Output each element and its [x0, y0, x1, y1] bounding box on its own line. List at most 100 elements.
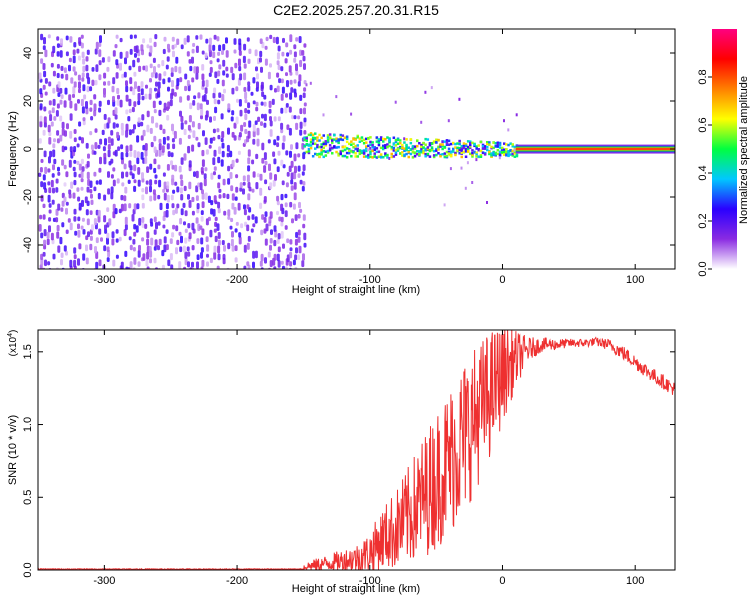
- spectrogram-cell: [247, 157, 251, 165]
- spectrogram-cell: [161, 249, 165, 257]
- spectrogram-cell: [213, 245, 217, 253]
- x-tick-label: -100: [359, 575, 381, 587]
- spectrogram-cell: [503, 150, 506, 154]
- spectrogram-cell: [153, 193, 157, 201]
- spectrogram-cell: [166, 114, 170, 121]
- spectrogram-cell: [106, 122, 110, 129]
- spectrogram-cell: [269, 182, 273, 190]
- spectrogram-cell: [196, 238, 200, 244]
- spectrogram-cell: [73, 81, 77, 88]
- y-tick-label: 20: [22, 95, 34, 107]
- spectrogram-cell: [386, 153, 389, 157]
- spectrogram-cell: [333, 146, 336, 149]
- spectrogram-cell: [90, 116, 94, 121]
- spectrogram-cell: [261, 142, 265, 151]
- spectrogram-cell: [136, 157, 140, 165]
- spectrogram-cell: [167, 101, 171, 110]
- spectrogram-cell: [254, 49, 258, 57]
- spectrogram-cell: [401, 143, 404, 147]
- snr-y-ticks: 0.00.51.01.5: [22, 344, 675, 578]
- spectrogram-cell: [449, 150, 453, 153]
- spectrogram-cell: [479, 155, 483, 158]
- spectrogram-cell: [73, 171, 77, 178]
- spectrogram-cell: [354, 155, 357, 158]
- spectrogram-cell: [462, 144, 466, 148]
- spectrogram-cell: [337, 141, 340, 145]
- spectrogram-cell: [479, 154, 483, 157]
- spectrogram-cell: [247, 109, 251, 114]
- spectrogram-cell: [112, 95, 115, 103]
- spectrogram-cell: [157, 88, 161, 94]
- spectrogram-cell: [477, 144, 480, 147]
- spectrogram-cell: [234, 62, 238, 69]
- spectrogram-cell: [89, 235, 93, 241]
- spectrogram-cell: [52, 143, 56, 149]
- spectrogram-cell: [430, 86, 433, 90]
- spectrogram-cell: [128, 98, 132, 107]
- spectrogram-cell: [394, 153, 398, 156]
- spectrogram-cell: [94, 48, 98, 55]
- spectrogram-cell: [201, 64, 205, 71]
- spectrogram-cell: [187, 251, 191, 257]
- spectrogram-cell: [424, 147, 427, 151]
- spectrogram-cell: [125, 94, 129, 102]
- spectrogram-cell: [449, 142, 453, 146]
- carrier-band: [515, 149, 675, 151]
- spectrogram-cell: [115, 238, 119, 243]
- spectrogram-cell: [280, 159, 284, 166]
- spectrogram-cell: [154, 239, 158, 248]
- spectrogram-cell: [396, 138, 400, 142]
- spectrogram-cell: [247, 102, 251, 109]
- spectrogram-cell: [74, 230, 78, 236]
- spectrogram-cell: [386, 156, 389, 159]
- spectrogram-cell: [85, 209, 89, 216]
- spectrogram-cell: [386, 136, 389, 139]
- spectrogram-cell: [195, 170, 199, 179]
- spectrogram-cell: [369, 155, 372, 159]
- spectrogram-cell: [382, 137, 385, 141]
- spectrogram-cell: [39, 103, 43, 110]
- spectrogram-cell: [170, 264, 174, 269]
- spectrogram-cell: [179, 174, 183, 180]
- spectrogram-cell: [115, 34, 119, 39]
- spectrogram-cell: [129, 77, 133, 85]
- spectrogram-cell: [217, 253, 221, 261]
- spectrogram-cell: [242, 188, 245, 195]
- snr-y-label: SNR (10 * v/v): [7, 415, 19, 485]
- spectrogram-cell: [217, 232, 221, 239]
- spectrogram-cell: [52, 268, 54, 269]
- spectrogram-cell: [85, 64, 89, 72]
- spectrogram-cell: [498, 146, 502, 149]
- spectrogram-cell: [259, 57, 262, 63]
- spectrogram-cell: [153, 229, 157, 235]
- spectrogram-cell: [294, 238, 298, 246]
- spectrogram-cell: [172, 189, 176, 194]
- spectrogram-cell: [303, 232, 307, 241]
- spectrogram-cell: [345, 151, 349, 155]
- spectrogram-cell: [107, 80, 111, 86]
- spectrogram-cell: [290, 160, 294, 168]
- spectrogram-cell: [269, 172, 273, 180]
- spectrogram-cell: [116, 99, 120, 106]
- spectrogram-cell: [63, 245, 67, 252]
- spectrogram-cell: [333, 138, 336, 141]
- spectrogram-cell: [479, 140, 483, 144]
- carrier-band: [515, 150, 675, 152]
- spectrogram-cell: [280, 193, 284, 201]
- spectrogram-cell: [303, 145, 306, 148]
- spectrogram-cell: [161, 264, 165, 269]
- spectrogram-cell: [428, 144, 432, 147]
- spectrogram-cell: [252, 261, 255, 269]
- spectrogram-cell: [77, 55, 81, 61]
- spectrogram-cell: [343, 154, 347, 158]
- snr-series-line: [38, 330, 675, 570]
- spectrogram-cell: [466, 149, 470, 152]
- spectrogram-cell: [298, 74, 302, 82]
- spectrogram-cell: [72, 192, 76, 199]
- spectrogram-cell: [78, 121, 82, 127]
- spectrogram-cell: [59, 236, 63, 245]
- spectrogram-cell: [188, 160, 192, 168]
- spectrogram-cell: [492, 151, 495, 155]
- spectrogram-cell: [238, 50, 242, 56]
- spectrogram-cell: [98, 49, 102, 57]
